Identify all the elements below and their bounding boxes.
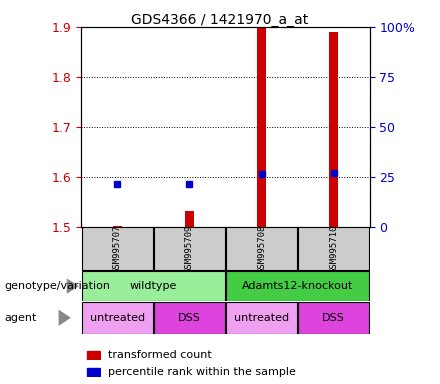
Text: Adamts12-knockout: Adamts12-knockout — [242, 281, 353, 291]
Bar — [154, 302, 225, 334]
Text: DSS: DSS — [178, 313, 201, 323]
Bar — [257, 27, 266, 227]
Bar — [226, 227, 297, 270]
Bar — [82, 302, 153, 334]
Bar — [88, 351, 100, 359]
Text: GDS4366 / 1421970_a_at: GDS4366 / 1421970_a_at — [132, 13, 308, 27]
Text: transformed count: transformed count — [108, 350, 212, 360]
Text: GSM995708: GSM995708 — [257, 225, 266, 273]
Text: DSS: DSS — [322, 313, 345, 323]
Polygon shape — [59, 310, 71, 326]
Text: genotype/variation: genotype/variation — [4, 281, 110, 291]
Bar — [82, 227, 153, 270]
Bar — [226, 302, 297, 334]
Bar — [82, 271, 225, 301]
Text: untreated: untreated — [90, 313, 145, 323]
Text: GSM995710: GSM995710 — [329, 225, 338, 273]
Bar — [298, 227, 369, 270]
Text: GSM995709: GSM995709 — [185, 225, 194, 273]
Polygon shape — [67, 278, 79, 294]
Text: wildtype: wildtype — [130, 281, 177, 291]
Bar — [226, 271, 369, 301]
Bar — [113, 225, 122, 227]
Bar — [329, 32, 338, 227]
Text: untreated: untreated — [234, 313, 289, 323]
Bar — [298, 302, 369, 334]
Text: GSM995707: GSM995707 — [113, 225, 122, 273]
Text: agent: agent — [4, 313, 37, 323]
Bar — [88, 369, 100, 376]
Text: percentile rank within the sample: percentile rank within the sample — [108, 367, 296, 377]
Bar — [154, 227, 225, 270]
Bar — [185, 210, 194, 227]
